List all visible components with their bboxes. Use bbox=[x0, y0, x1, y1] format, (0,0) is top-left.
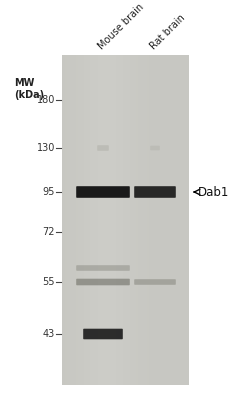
Bar bbox=[68, 55, 70, 385]
Bar bbox=[172, 55, 174, 385]
Bar bbox=[171, 55, 173, 385]
Text: 95: 95 bbox=[43, 187, 55, 197]
FancyBboxPatch shape bbox=[150, 146, 160, 150]
Bar bbox=[182, 55, 184, 385]
FancyBboxPatch shape bbox=[76, 186, 130, 198]
FancyBboxPatch shape bbox=[76, 279, 130, 285]
Bar bbox=[169, 55, 171, 385]
Bar bbox=[130, 55, 132, 385]
Bar bbox=[87, 55, 89, 385]
Bar bbox=[71, 55, 74, 385]
Bar bbox=[98, 55, 100, 385]
Bar bbox=[70, 55, 72, 385]
Bar bbox=[180, 55, 182, 385]
Bar bbox=[160, 55, 162, 385]
Bar bbox=[105, 55, 107, 385]
Bar bbox=[127, 55, 129, 385]
Bar bbox=[117, 55, 119, 385]
Bar bbox=[120, 55, 122, 385]
Bar bbox=[166, 55, 168, 385]
Bar bbox=[75, 55, 77, 385]
Bar bbox=[65, 55, 67, 385]
Bar bbox=[136, 55, 138, 385]
Bar bbox=[100, 55, 102, 385]
Bar bbox=[109, 55, 111, 385]
Bar bbox=[147, 55, 149, 385]
Bar bbox=[153, 55, 155, 385]
Bar bbox=[103, 55, 105, 385]
Bar bbox=[97, 55, 99, 385]
Text: 55: 55 bbox=[43, 277, 55, 287]
Text: 180: 180 bbox=[37, 95, 55, 105]
Bar bbox=[79, 55, 81, 385]
Bar bbox=[84, 55, 86, 385]
Bar bbox=[186, 55, 188, 385]
Bar bbox=[89, 55, 91, 385]
Bar bbox=[63, 55, 66, 385]
FancyBboxPatch shape bbox=[134, 186, 176, 198]
Text: 130: 130 bbox=[37, 143, 55, 153]
Bar bbox=[168, 55, 169, 385]
Bar bbox=[150, 55, 152, 385]
Bar bbox=[93, 55, 96, 385]
Bar bbox=[114, 55, 116, 385]
Bar bbox=[141, 55, 143, 385]
Bar bbox=[164, 55, 167, 385]
Bar bbox=[158, 55, 160, 385]
Bar bbox=[78, 55, 80, 385]
Text: Rat brain: Rat brain bbox=[148, 12, 187, 51]
Bar bbox=[185, 55, 187, 385]
Bar bbox=[179, 55, 181, 385]
Bar bbox=[62, 55, 64, 385]
FancyBboxPatch shape bbox=[97, 145, 109, 151]
Bar bbox=[135, 55, 137, 385]
Bar bbox=[139, 55, 141, 385]
Bar bbox=[177, 55, 179, 385]
FancyBboxPatch shape bbox=[83, 329, 123, 339]
Bar bbox=[86, 55, 88, 385]
Bar bbox=[108, 55, 110, 385]
Bar bbox=[116, 55, 118, 385]
Bar bbox=[149, 55, 151, 385]
Bar bbox=[155, 55, 157, 385]
Bar bbox=[92, 55, 94, 385]
Bar bbox=[152, 55, 154, 385]
Bar bbox=[112, 55, 114, 385]
Text: Dab1: Dab1 bbox=[198, 186, 229, 198]
Bar bbox=[156, 55, 159, 385]
Bar bbox=[144, 55, 146, 385]
Bar bbox=[106, 55, 108, 385]
Bar bbox=[142, 55, 144, 385]
Bar bbox=[95, 55, 97, 385]
FancyBboxPatch shape bbox=[134, 279, 176, 285]
Bar bbox=[131, 55, 133, 385]
Text: MW
(kDa): MW (kDa) bbox=[14, 78, 44, 100]
Bar bbox=[128, 55, 130, 385]
Bar bbox=[73, 55, 75, 385]
Bar bbox=[76, 55, 78, 385]
Bar bbox=[81, 55, 83, 385]
Bar bbox=[119, 55, 121, 385]
Bar bbox=[174, 55, 176, 385]
FancyBboxPatch shape bbox=[76, 265, 130, 271]
Bar bbox=[161, 55, 163, 385]
Text: 72: 72 bbox=[43, 227, 55, 237]
Bar bbox=[123, 55, 125, 385]
Bar bbox=[62, 55, 188, 385]
Bar bbox=[145, 55, 148, 385]
Bar bbox=[163, 55, 165, 385]
Bar bbox=[101, 55, 104, 385]
Text: 43: 43 bbox=[43, 329, 55, 339]
Text: Mouse brain: Mouse brain bbox=[96, 2, 146, 51]
Bar bbox=[67, 55, 69, 385]
Bar bbox=[133, 55, 135, 385]
Bar bbox=[138, 55, 140, 385]
Bar bbox=[90, 55, 92, 385]
Bar bbox=[111, 55, 113, 385]
Bar bbox=[175, 55, 177, 385]
Bar bbox=[125, 55, 127, 385]
Bar bbox=[82, 55, 85, 385]
Bar bbox=[183, 55, 185, 385]
Bar bbox=[122, 55, 124, 385]
